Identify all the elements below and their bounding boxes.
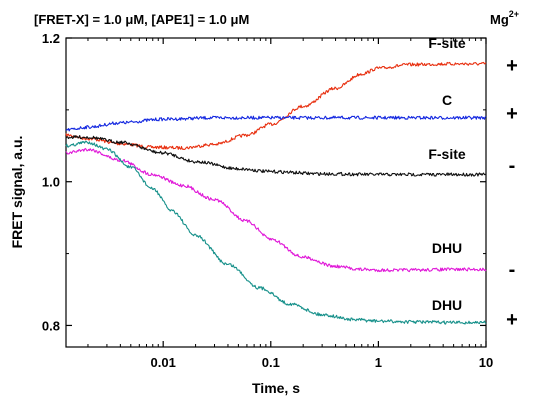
series-label-2: F-site bbox=[428, 146, 466, 162]
y-tick-label: 1.2 bbox=[42, 31, 60, 46]
series-line-4 bbox=[65, 140, 487, 325]
series-line-3 bbox=[65, 147, 487, 273]
series-lines bbox=[65, 61, 487, 325]
series-line-0 bbox=[65, 61, 487, 151]
series-line-2 bbox=[65, 135, 487, 177]
series-line-1 bbox=[65, 115, 487, 132]
mg-sign-2: - bbox=[509, 155, 516, 177]
y-axis-label: FRET signal, a.u. bbox=[9, 136, 25, 249]
mg-legend-header: Mg2+ bbox=[490, 9, 519, 27]
x-axis-ticks: 0.01 0.1 1 10 bbox=[87, 38, 493, 370]
x-tick-label: 0.01 bbox=[151, 355, 176, 370]
plot-frame bbox=[65, 37, 487, 348]
mg-sign-0: + bbox=[506, 55, 518, 77]
chart-title: [FRET-X] = 1.0 μM, [APE1] = 1.0 μM bbox=[34, 12, 249, 27]
y-tick-label: 0.8 bbox=[42, 318, 60, 333]
series-label-3: DHU bbox=[432, 240, 462, 256]
series-label-4: DHU bbox=[432, 297, 462, 313]
x-axis-label: Time, s bbox=[252, 380, 300, 396]
series-label-1: C bbox=[442, 92, 452, 108]
x-tick-label: 0.1 bbox=[262, 355, 280, 370]
series-label-0: F-site bbox=[428, 35, 466, 51]
x-tick-label: 10 bbox=[479, 355, 493, 370]
y-axis-ticks: 0.8 1.0 1.2 bbox=[42, 31, 486, 333]
mg-sign-1: + bbox=[506, 103, 518, 125]
mg-sign-3: - bbox=[509, 259, 516, 281]
series-labels: F-site + C + F-site - DHU - DHU + bbox=[428, 35, 518, 331]
x-tick-label: 1 bbox=[375, 355, 382, 370]
y-tick-label: 1.0 bbox=[42, 175, 60, 190]
mg-sign-4: + bbox=[506, 309, 518, 331]
